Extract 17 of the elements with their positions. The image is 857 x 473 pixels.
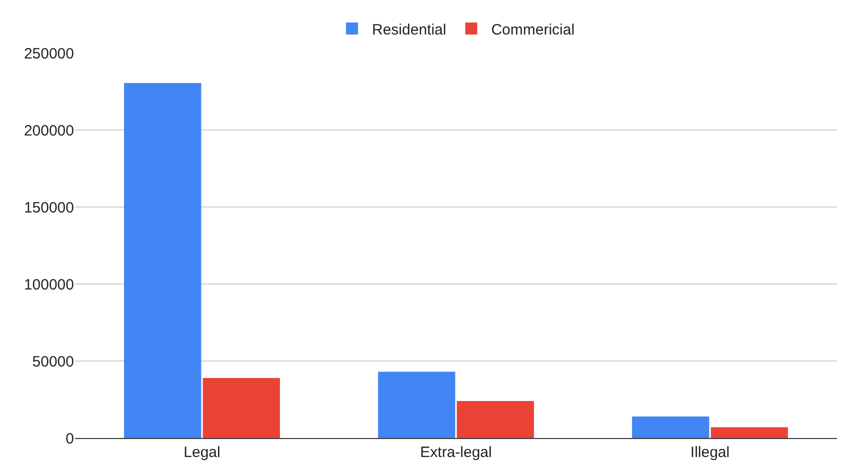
bar [710,427,788,438]
bar [632,416,710,438]
x-tick-label: Extra-legal [420,444,492,461]
legend-label: Residential [372,21,446,38]
x-tick-label: Legal [184,444,220,461]
y-tick-label: 200000 [24,122,74,140]
y-tick-label: 50000 [32,353,74,370]
y-tick-label: 100000 [24,276,74,294]
bar [124,83,202,438]
y-tick-label: 0 [66,430,74,448]
bar [378,372,456,438]
x-tick-label: Illegal [690,444,730,461]
bar [456,401,534,438]
y-tick-label: 150000 [24,199,74,216]
y-tick-label: 250000 [24,45,74,62]
legend-label: Commericial [491,21,575,38]
bar [202,378,280,438]
